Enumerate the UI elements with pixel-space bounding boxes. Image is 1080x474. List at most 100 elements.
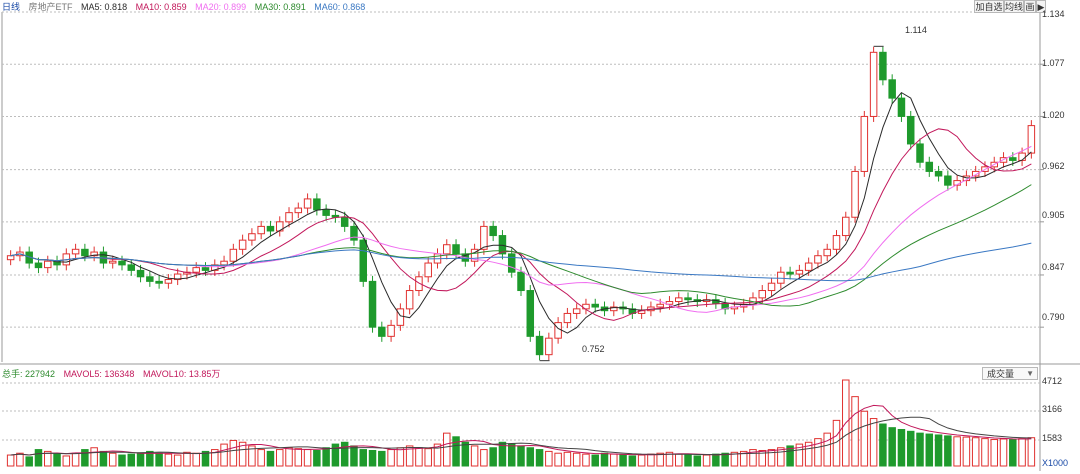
candle-body: [201, 267, 210, 271]
volume-bar: [786, 445, 794, 467]
candle-body: [925, 161, 934, 172]
volume-bar: [647, 453, 655, 467]
volume-bar: [201, 450, 210, 467]
candle-body: [842, 216, 850, 237]
candle-body: [359, 239, 368, 282]
volume-bar: [266, 450, 275, 467]
volume-bar: [897, 428, 906, 467]
volume-bar: [443, 432, 451, 467]
volume-bar: [470, 445, 479, 467]
volume-tick-3: 1583: [1042, 433, 1063, 443]
candle-body: [340, 216, 349, 227]
volume-bar: [804, 441, 813, 467]
candle-body: [44, 260, 52, 269]
volume-bar: [628, 455, 637, 467]
volume-bar: [888, 427, 896, 467]
candle-body: [294, 207, 303, 214]
volume-bar: [350, 445, 358, 467]
candle-body: [554, 322, 562, 339]
volume-bar: [721, 452, 729, 467]
candle-body: [71, 248, 80, 255]
candle-body: [804, 262, 813, 271]
volume-bar: [71, 452, 80, 467]
volume-bar: [665, 451, 674, 467]
ma5-label: MA5: 0.818: [81, 2, 128, 12]
candle-body: [869, 51, 878, 117]
volume-bar: [591, 454, 599, 467]
volume-bar: [758, 449, 767, 467]
candle-body: [758, 290, 767, 299]
candle-body: [424, 262, 432, 278]
candle-body: [489, 225, 497, 237]
draw-button[interactable]: 画: [1024, 0, 1036, 13]
candle-body: [220, 260, 228, 266]
volume-bar: [424, 448, 432, 467]
candle-body: [368, 280, 377, 328]
volume-bar: [906, 430, 915, 467]
volume-bar: [248, 445, 256, 467]
volume-bar: [452, 436, 460, 467]
volume-bar: [953, 436, 961, 467]
volume-bar: [517, 445, 525, 467]
volume-bar: [767, 449, 776, 467]
volume-bar: [582, 453, 590, 467]
candle-body: [108, 260, 117, 264]
volume-bar: [879, 423, 887, 467]
volume-bar: [999, 438, 1008, 467]
top-legend: 日线 房地产ETF MA5: 0.818 MA10: 0.859 MA20: 0…: [2, 1, 371, 13]
volume-bar: [127, 453, 136, 467]
candle-body: [1018, 152, 1026, 161]
candle-body: [517, 271, 525, 292]
volume-bar: [387, 449, 395, 467]
candle-body: [6, 255, 15, 261]
candle-body: [1027, 125, 1036, 154]
volume-bar: [275, 449, 284, 467]
volume-bar: [220, 443, 228, 467]
volume-bar: [600, 452, 609, 467]
ma20-label: MA20: 0.899: [195, 2, 247, 12]
candle-body: [786, 271, 794, 275]
volume-bar: [610, 453, 618, 467]
volume-bar: [498, 441, 507, 467]
candle-body: [285, 212, 293, 223]
ma60-label: MA60: 0.868: [314, 2, 366, 12]
volume-tick-2: 3166: [1042, 404, 1063, 414]
volume-bar: [712, 453, 720, 467]
volume-bar: [981, 438, 989, 467]
candle-body: [795, 269, 804, 275]
price-tick-4: 0.962: [1042, 161, 1065, 171]
candle-body: [192, 267, 200, 273]
volume-bar: [563, 451, 572, 467]
collapse-button[interactable]: ▶: [1036, 0, 1046, 13]
volume-bar: [108, 452, 117, 467]
volume-unit: X1000: [1042, 458, 1069, 468]
volume-bar: [489, 447, 497, 467]
volume-bar: [368, 449, 377, 467]
volume-bar: [1018, 438, 1026, 467]
candle-body: [480, 225, 488, 250]
volume-tick-1: 4712: [1042, 376, 1063, 386]
volume-bar: [507, 443, 516, 467]
add-watchlist-button[interactable]: 加自选: [974, 0, 1004, 13]
candle-body: [248, 233, 256, 241]
price-tick-2: 1.077: [1042, 58, 1065, 68]
candle-body: [350, 225, 358, 241]
candle-body: [146, 276, 154, 282]
candle-body: [127, 264, 136, 271]
ma-line-button[interactable]: 均线: [1004, 0, 1024, 13]
volume-bar: [303, 449, 312, 467]
volume-bar: [25, 456, 33, 467]
ma5-line: [10, 91, 1032, 334]
volume-bar: [34, 449, 43, 467]
volume-bar: [869, 418, 878, 467]
candle-body: [814, 255, 822, 264]
candle-body: [211, 264, 219, 271]
volume-bar: [554, 452, 562, 467]
mavol10-line: [10, 416, 1032, 456]
indicator-select[interactable]: 成交量 ▼: [982, 367, 1038, 380]
candle-body: [378, 326, 386, 337]
volume-bar: [90, 447, 98, 467]
candle-body: [405, 290, 414, 310]
